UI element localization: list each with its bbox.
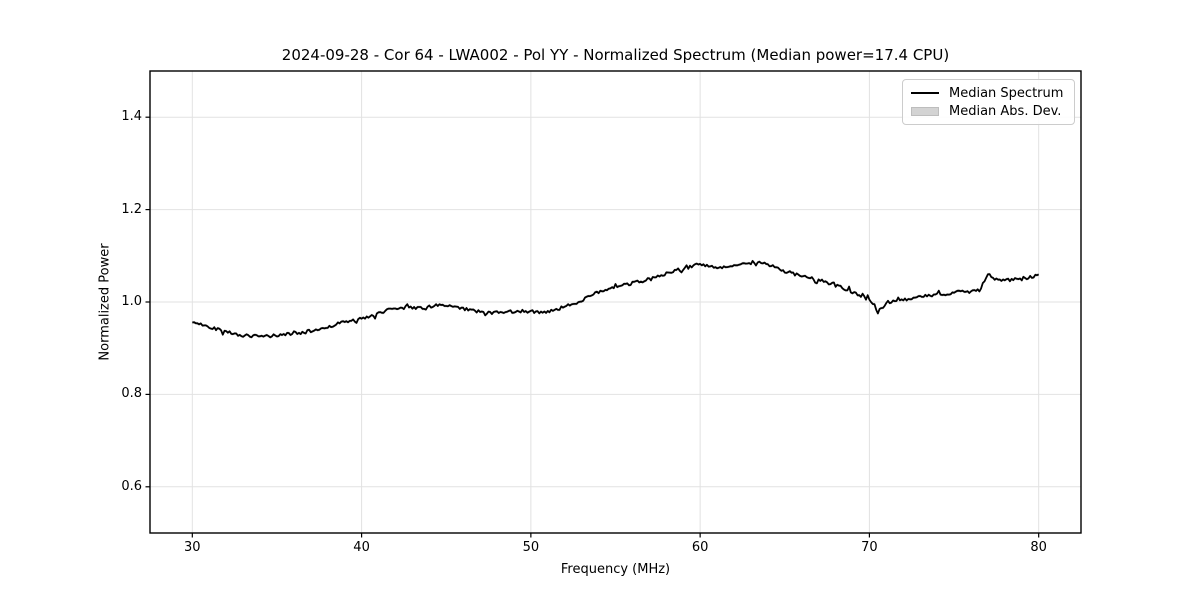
chart-title: 2024-09-28 - Cor 64 - LWA002 - Pol YY - …	[281, 46, 950, 64]
legend-label-median-spectrum: Median Spectrum	[949, 85, 1064, 101]
x-tick-label: 60	[691, 540, 709, 555]
y-tick-label: 1.0	[121, 294, 142, 309]
median-abs-dev-patch-swatch	[911, 106, 939, 116]
legend: Median Spectrum Median Abs. Dev.	[902, 79, 1075, 125]
legend-item-median-spectrum: Median Spectrum	[911, 84, 1074, 102]
x-tick-label: 50	[522, 540, 540, 555]
legend-label-median-abs-dev: Median Abs. Dev.	[949, 103, 1062, 119]
median-spectrum-line	[192, 259, 1040, 339]
x-tick-label: 70	[861, 540, 878, 555]
legend-item-median-abs-dev: Median Abs. Dev.	[911, 102, 1074, 120]
y-tick-label: 1.4	[121, 109, 142, 125]
y-tick-label: 0.8	[121, 386, 142, 402]
x-tick-label: 40	[353, 540, 370, 555]
x-axis-label: Frequency (MHz)	[560, 562, 671, 577]
y-tick-label: 0.6	[121, 478, 142, 494]
x-tick-label: 30	[184, 540, 201, 555]
x-tick-label: 80	[1030, 540, 1047, 555]
y-tick-label: 1.2	[121, 201, 142, 217]
median-spectrum-line-swatch	[911, 92, 939, 94]
